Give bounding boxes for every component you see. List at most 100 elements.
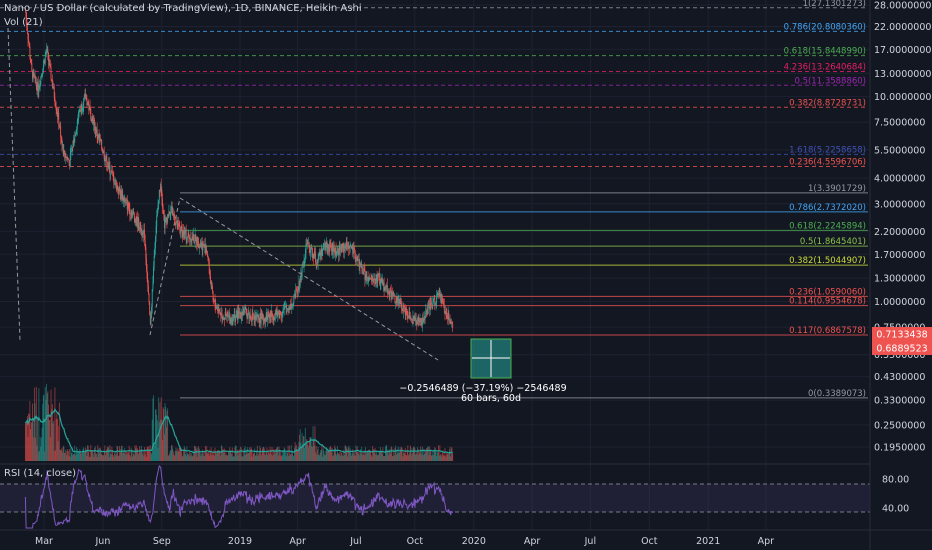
candle-body: [211, 286, 213, 287]
volume-bar: [285, 456, 287, 461]
volume-bar: [259, 445, 261, 461]
volume-bar: [141, 449, 143, 461]
fib-level-label: 0.382(8.8728731): [789, 98, 866, 108]
volume-bar: [333, 455, 334, 461]
candle-body: [140, 222, 142, 232]
candle-body: [207, 256, 209, 260]
x-tick-label: Oct: [641, 536, 658, 547]
volume-bar: [451, 447, 453, 461]
volume-bar: [70, 447, 72, 461]
volume-bar: [245, 449, 247, 461]
volume-bar: [63, 446, 65, 461]
dashed-trend-line-2[interactable]: [149, 197, 181, 336]
candle-body: [156, 209, 158, 217]
volume-bar: [266, 447, 268, 461]
candle-body: [234, 314, 236, 322]
volume-bar: [277, 446, 279, 461]
candle-body: [104, 158, 106, 162]
candle-body: [58, 113, 60, 126]
candle-body: [386, 284, 388, 286]
volume-bar: [233, 456, 235, 461]
volume-bar: [151, 419, 153, 461]
candle-body: [65, 157, 67, 159]
volume-bar: [320, 450, 322, 461]
candle-body: [198, 246, 200, 248]
volume-bar: [119, 452, 121, 461]
candle-body: [263, 318, 265, 322]
trend-lines[interactable]: [7, 27, 439, 361]
candle-body: [328, 249, 330, 252]
candle-body: [414, 316, 416, 321]
candle-body: [178, 223, 179, 226]
candle-body: [431, 304, 433, 306]
volume-bar: [418, 452, 420, 461]
volume-bar: [103, 455, 105, 461]
candle-body: [400, 302, 402, 308]
volume-bar: [128, 452, 129, 461]
volume-bar: [48, 404, 49, 461]
volume-bar: [178, 447, 180, 461]
candle-body: [128, 202, 129, 208]
volume-bar: [374, 452, 375, 461]
volume-bar: [85, 449, 87, 461]
candle-body: [304, 253, 306, 260]
candle-body: [113, 175, 115, 184]
volume-bar: [318, 455, 320, 461]
candle-body: [158, 189, 160, 201]
candle-body: [397, 296, 399, 304]
measure-tool[interactable]: [470, 338, 512, 379]
measure-bars-label: 60 bars, 60d: [461, 393, 521, 404]
volume-bar: [448, 453, 450, 461]
volume-bar: [179, 447, 181, 461]
volume-bar: [52, 423, 54, 461]
candle-body: [131, 212, 133, 217]
candle-body: [243, 312, 245, 314]
volume-bar: [33, 437, 35, 461]
candle-body: [226, 313, 227, 316]
candle-body: [126, 200, 128, 210]
volume-bar: [371, 456, 373, 461]
y-tick-label: 22.0000000: [874, 22, 931, 33]
volume-bar: [30, 421, 32, 461]
volume-bar: [351, 453, 353, 461]
candle-body: [224, 318, 226, 320]
candle-body: [301, 272, 302, 277]
volume-bar: [414, 448, 416, 461]
volume-bar: [38, 388, 40, 461]
volume-bar: [112, 455, 114, 461]
candle-body: [441, 297, 443, 303]
volume-bar: [342, 455, 343, 461]
volume-bar: [130, 447, 132, 461]
volume-bar: [353, 455, 355, 461]
volume-bar: [72, 455, 74, 461]
candle-body: [143, 229, 145, 232]
dashed-trend-line-3[interactable]: [179, 197, 439, 361]
volume-bar: [402, 456, 404, 461]
candle-body: [312, 253, 314, 258]
volume-bar: [322, 448, 324, 461]
dashed-trend-line-1[interactable]: [7, 27, 21, 341]
y-tick-label: 13.0000000: [874, 69, 931, 80]
volume-bar: [322, 456, 324, 461]
volume-bar: [399, 452, 400, 461]
candle-body: [163, 215, 165, 228]
volume-bar: [238, 450, 240, 461]
candle-body: [332, 244, 334, 252]
candle-body: [322, 249, 324, 256]
volume-bar: [424, 454, 425, 461]
candle-body: [63, 150, 65, 154]
volume-bar: [340, 452, 342, 461]
time-axis[interactable]: Mar Jun Sep 2019 Apr Jul Oct 2020 Apr Jul Oct 2021 A…: [35, 536, 774, 547]
volume-bar: [431, 455, 432, 461]
volume-bar: [97, 445, 99, 461]
volume-bar: [142, 451, 144, 461]
volume-bar: [375, 454, 377, 461]
candle-body: [136, 216, 138, 223]
volume-bar: [272, 455, 274, 461]
candle-body: [368, 277, 370, 281]
volume-bar: [124, 448, 126, 461]
candle-body: [276, 308, 277, 315]
volume-bar: [172, 451, 174, 461]
volume-bar: [107, 447, 109, 461]
